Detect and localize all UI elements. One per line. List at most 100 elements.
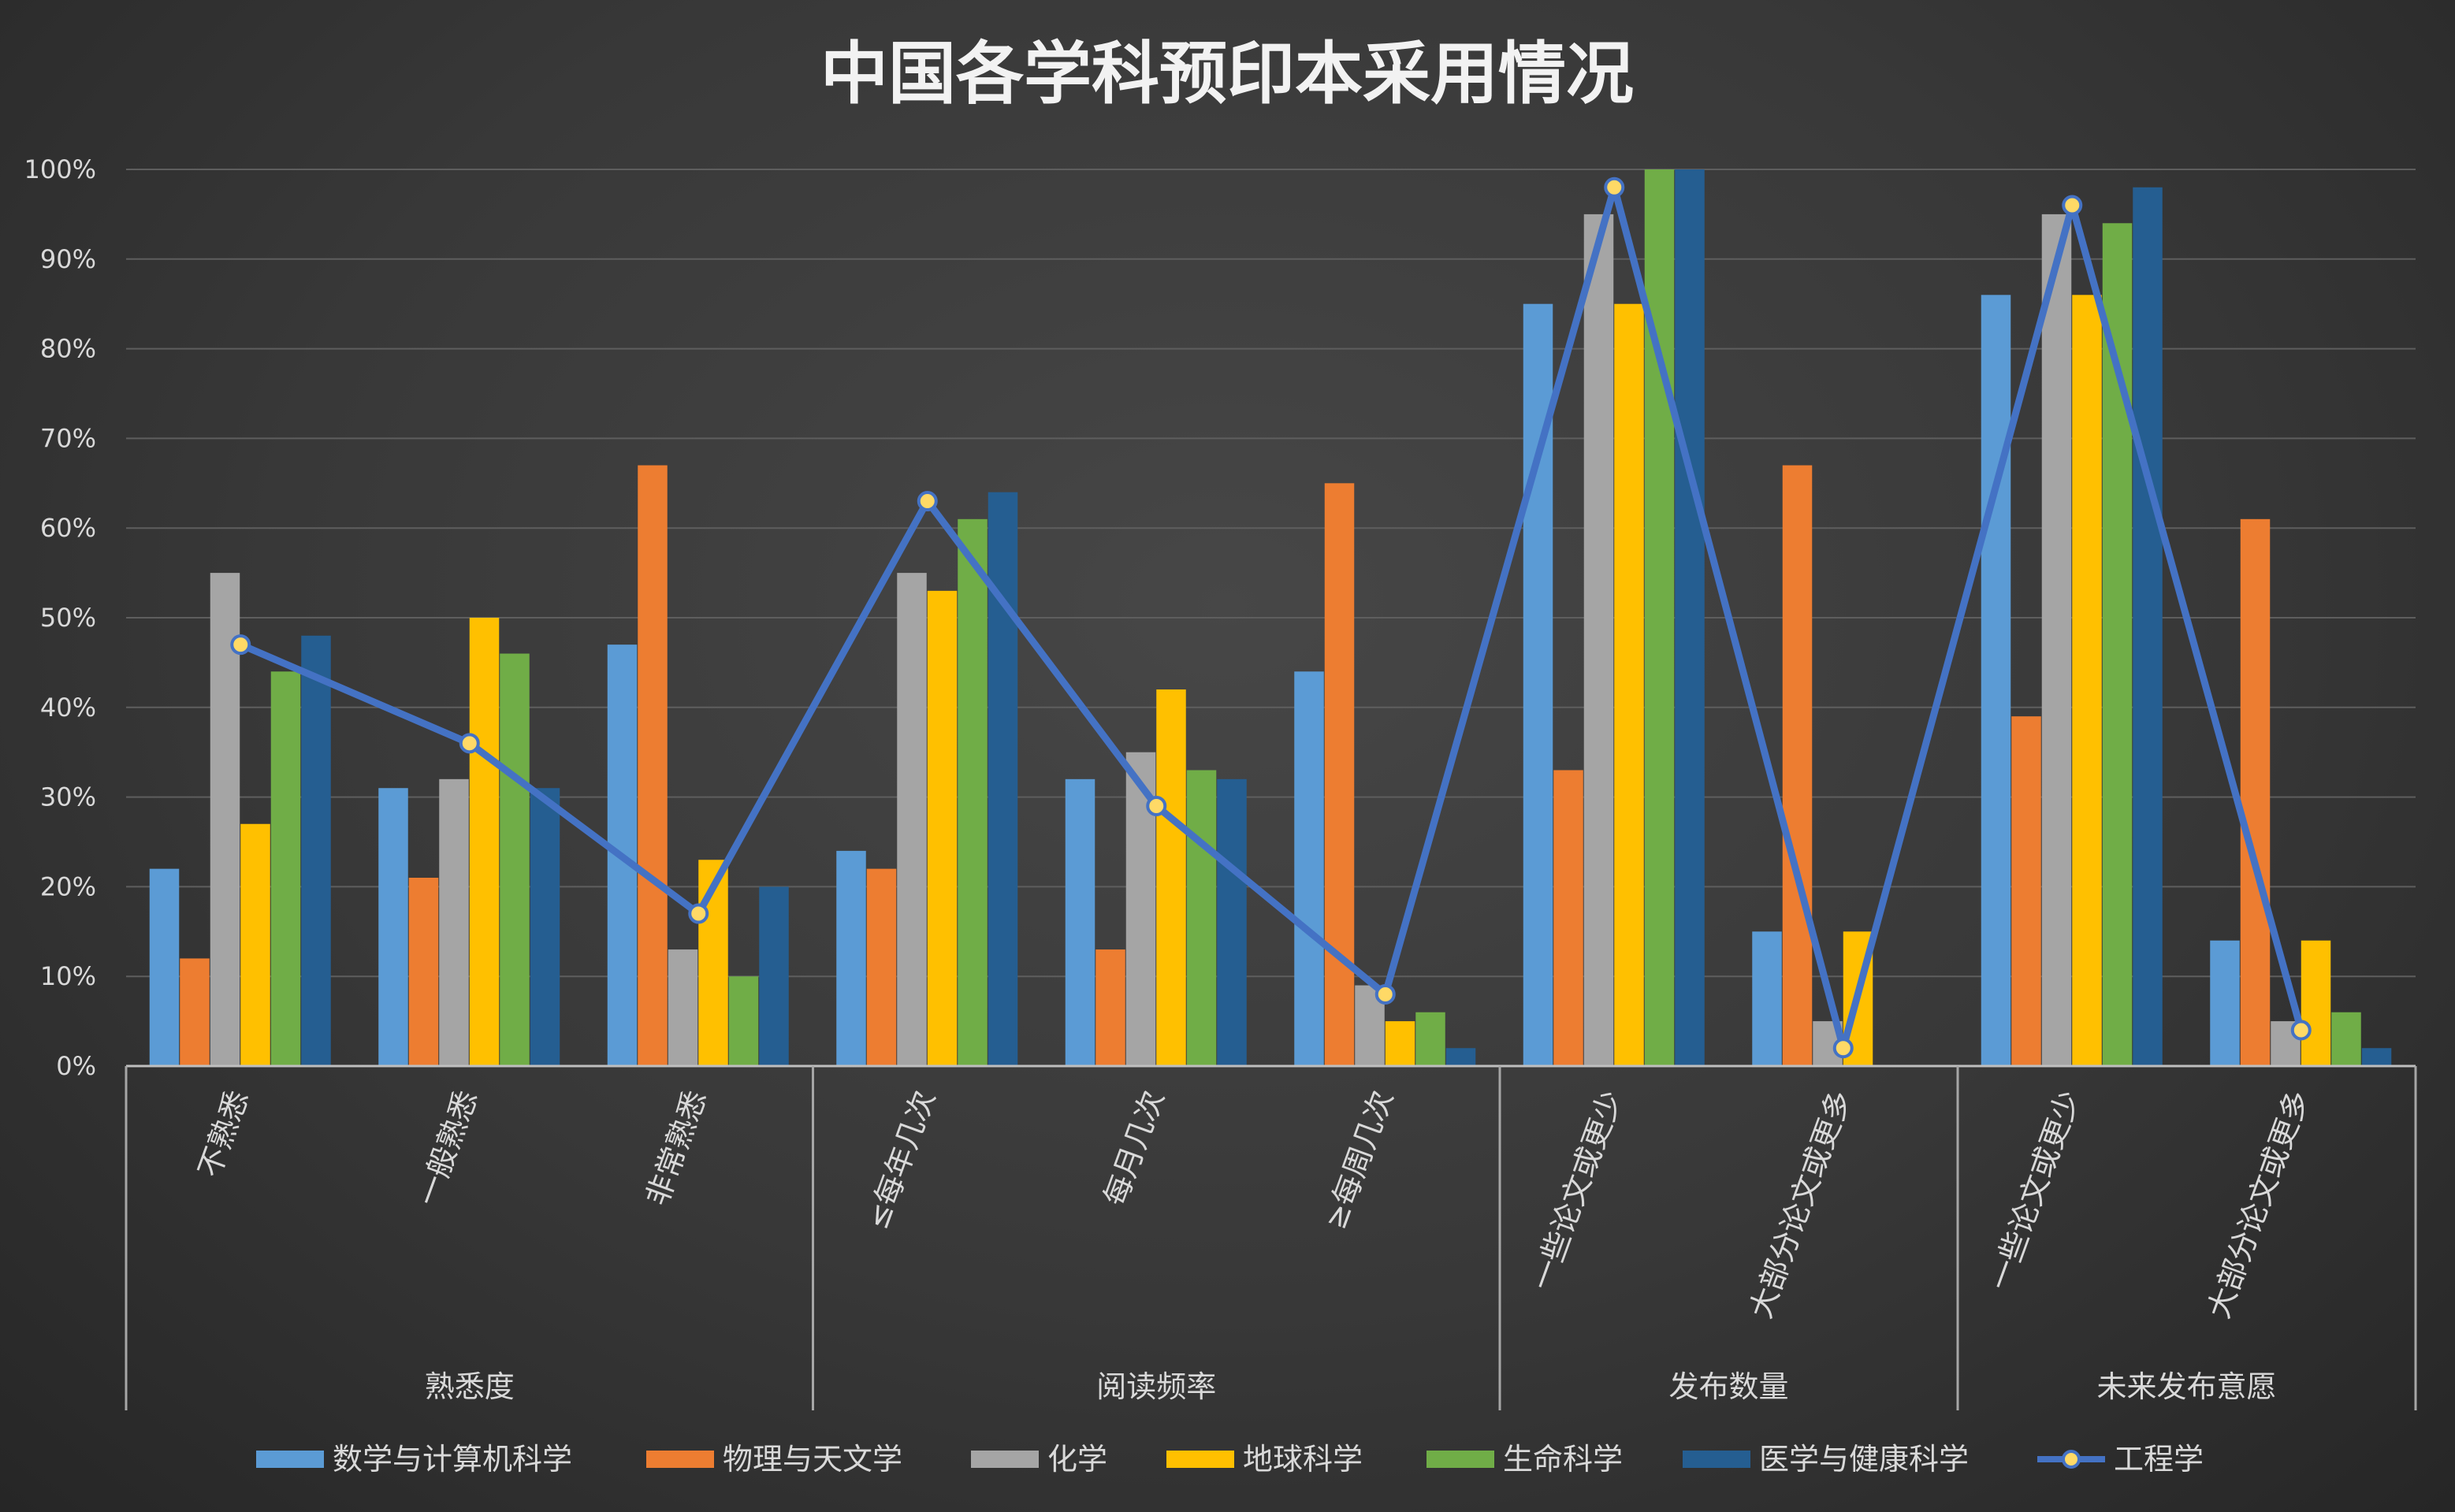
bar-1-3 (866, 868, 897, 1066)
bar-0-3 (836, 850, 866, 1066)
legend-label-6: 工程学 (2114, 1442, 2204, 1477)
category-label: 大部分论文或更多 (2201, 1086, 2316, 1323)
bar-5-1 (530, 788, 560, 1066)
group-label: 阅读频率 (1096, 1369, 1216, 1404)
bar-1-1 (408, 878, 439, 1066)
line-point-6-6 (1604, 176, 1625, 198)
category-label: 非常熟悉 (639, 1086, 712, 1210)
bar-4-2 (728, 976, 759, 1066)
bar-1-2 (638, 465, 668, 1066)
line-point-6-2 (688, 903, 709, 924)
bar-2-3 (897, 573, 927, 1066)
bar-0-7 (1752, 931, 1782, 1066)
y-tick-label: 20% (40, 871, 96, 901)
group-label: 未来发布意愿 (2096, 1369, 2276, 1404)
legend-label-0: 数学与计算机科学 (333, 1442, 572, 1477)
bar-3-1 (469, 618, 500, 1066)
legend-swatch-1 (646, 1451, 714, 1468)
bar-4-8 (2102, 223, 2133, 1066)
bar-5-3 (988, 492, 1018, 1066)
category-label: 不熟悉 (192, 1086, 255, 1182)
line-point-6-8 (2062, 195, 2083, 216)
line-point-6-4 (1146, 795, 1167, 816)
bar-1-9 (2240, 518, 2271, 1066)
bar-4-5 (1415, 1012, 1445, 1066)
legend-swatch-0 (256, 1451, 324, 1468)
bar-5-9 (2361, 1048, 2392, 1066)
category-label: ≤每年几次 (860, 1086, 942, 1234)
legend-swatch-3 (1166, 1451, 1234, 1468)
bar-3-0 (240, 823, 270, 1066)
bar-3-6 (1614, 303, 1644, 1066)
bar-4-6 (1644, 169, 1675, 1066)
bar-0-8 (1981, 295, 2011, 1066)
bar-5-8 (2133, 187, 2163, 1066)
y-tick-label: 60% (40, 513, 96, 543)
bar-4-1 (500, 653, 530, 1066)
bar-3-8 (2072, 295, 2102, 1066)
category-label: 一些论文或更少 (1982, 1086, 2086, 1295)
line-point-6-3 (917, 491, 938, 512)
bar-2-8 (2041, 214, 2072, 1066)
y-tick-label: 40% (40, 693, 96, 723)
bar-1-0 (180, 958, 210, 1066)
bar-4-9 (2331, 1012, 2361, 1066)
bar-2-0 (210, 573, 240, 1066)
bar-1-7 (1782, 465, 1813, 1066)
line-point-6-9 (2290, 1020, 2312, 1041)
line-point-6-5 (1374, 983, 1396, 1005)
bar-5-2 (759, 886, 789, 1066)
line-series-6 (239, 184, 2305, 1052)
bar-1-5 (1324, 483, 1355, 1066)
bar-1-8 (2011, 716, 2041, 1066)
line-point-6-1 (459, 733, 480, 754)
y-tick-label: 90% (40, 244, 96, 274)
group-label: 熟悉度 (425, 1369, 515, 1404)
legend-swatch-5 (1683, 1451, 1750, 1468)
bar-0-0 (149, 868, 180, 1066)
legend-label-1: 物理与天文学 (723, 1442, 902, 1477)
bar-0-1 (378, 788, 408, 1066)
bar-3-4 (1156, 689, 1186, 1066)
legend-label-5: 医学与健康科学 (1759, 1442, 1969, 1477)
bar-1-4 (1095, 949, 1125, 1066)
bar-2-6 (1583, 214, 1614, 1066)
bar-2-1 (439, 778, 469, 1066)
category-label: 每月几次 (1097, 1086, 1170, 1210)
y-tick-label: 10% (40, 961, 96, 991)
category-label: 一般熟悉 (411, 1086, 484, 1210)
bar-3-5 (1385, 1021, 1415, 1066)
bar-0-9 (2210, 940, 2240, 1066)
bar-3-9 (2301, 940, 2331, 1066)
legend-label-4: 生命科学 (1503, 1442, 1623, 1477)
category-label: 大部分论文或更多 (1743, 1086, 1858, 1323)
chart-title: 中国各学科预印本采用情况 (820, 35, 1634, 113)
bar-4-0 (270, 671, 301, 1066)
line-point-6-7 (1832, 1038, 1854, 1059)
legend-marker-6 (2062, 1450, 2081, 1469)
bar-0-4 (1065, 778, 1095, 1066)
y-tick-label: 0% (56, 1051, 96, 1081)
legend-swatch-2 (971, 1451, 1039, 1468)
bar-2-2 (668, 949, 698, 1066)
bar-0-5 (1294, 671, 1324, 1066)
group-label: 发布数量 (1668, 1369, 1788, 1404)
legend-swatch-4 (1427, 1451, 1494, 1468)
bar-4-4 (1186, 770, 1217, 1066)
y-tick-label: 50% (40, 603, 96, 633)
y-tick-label: 80% (40, 334, 96, 364)
legend-label-3: 地球科学 (1243, 1442, 1363, 1477)
category-label: ≥每周几次 (1318, 1086, 1400, 1234)
bar-5-5 (1445, 1048, 1476, 1066)
category-label: 一些论文或更少 (1524, 1086, 1628, 1295)
bar-4-3 (958, 518, 988, 1066)
y-tick-label: 70% (40, 423, 96, 453)
line-point-6-0 (230, 634, 251, 656)
bar-5-4 (1217, 778, 1247, 1066)
bar-5-6 (1675, 169, 1705, 1066)
legend-label-2: 化学 (1047, 1442, 1107, 1477)
bar-1-6 (1553, 770, 1583, 1066)
y-tick-label: 30% (40, 782, 96, 812)
